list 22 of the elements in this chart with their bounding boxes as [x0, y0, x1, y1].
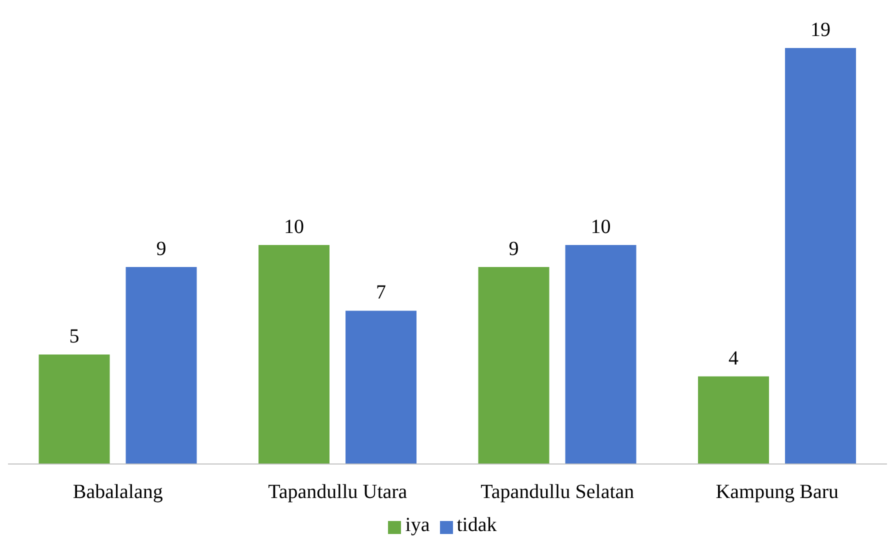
bar: [698, 376, 770, 464]
bar: [38, 354, 110, 464]
bar: [346, 310, 417, 464]
bar: [258, 245, 330, 464]
bar: [478, 266, 550, 464]
x-tick-label: Tapandullu Selatan: [480, 481, 634, 504]
data-label: 9: [156, 238, 166, 260]
data-label: 7: [376, 282, 386, 304]
data-label: 5: [69, 326, 80, 348]
legend-label: tidak: [456, 514, 497, 536]
bar: [126, 266, 197, 464]
data-label: 9: [508, 238, 519, 260]
bar: [785, 48, 856, 464]
data-label: 10: [590, 216, 611, 238]
data-label: 10: [284, 216, 304, 238]
data-label: 19: [810, 19, 831, 41]
x-tick-label: Tapandullu Utara: [268, 481, 408, 504]
bar: [565, 245, 636, 464]
legend-label: iya: [405, 514, 430, 536]
data-label: 4: [728, 347, 739, 370]
x-tick-label: Kampung Baru: [716, 481, 839, 504]
x-tick-label: Babalalang: [72, 481, 163, 504]
